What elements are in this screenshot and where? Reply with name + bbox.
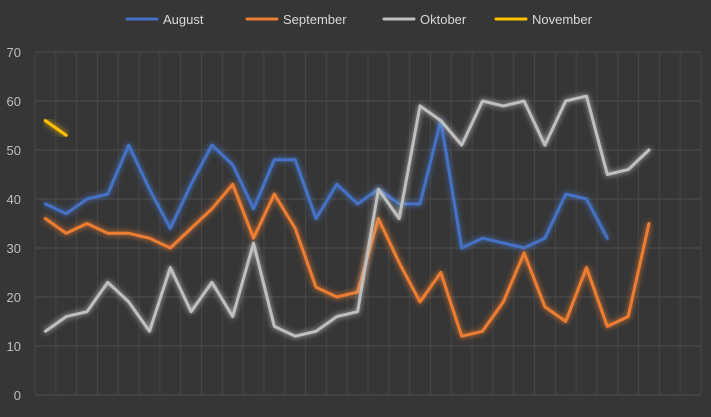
legend-label: Oktober — [420, 12, 467, 27]
legend-label: August — [163, 12, 204, 27]
y-tick-label: 60 — [7, 94, 21, 109]
series-line-oktober — [43, 94, 651, 338]
series-line-september — [43, 182, 651, 338]
y-tick-label: 30 — [7, 241, 21, 256]
series-line-november — [43, 119, 68, 137]
y-axis: 0 10 20 30 40 50 60 70 — [7, 45, 21, 403]
legend-item-november: November — [494, 12, 593, 27]
legend-item-september: September — [245, 12, 347, 27]
series-lines — [43, 94, 651, 338]
y-tick-label: 50 — [7, 143, 21, 158]
legend-label: September — [283, 12, 347, 27]
y-tick-label: 40 — [7, 192, 21, 207]
series-line-august — [43, 119, 609, 250]
y-tick-label: 20 — [7, 290, 21, 305]
gridlines — [34, 51, 702, 396]
legend-label: November — [532, 12, 593, 27]
legend-item-august: August — [125, 12, 204, 27]
y-tick-label: 10 — [7, 339, 21, 354]
legend: August September Oktober November — [125, 12, 593, 27]
legend-item-oktober: Oktober — [382, 12, 467, 27]
y-tick-label: 70 — [7, 45, 21, 60]
y-tick-label: 0 — [14, 388, 21, 403]
